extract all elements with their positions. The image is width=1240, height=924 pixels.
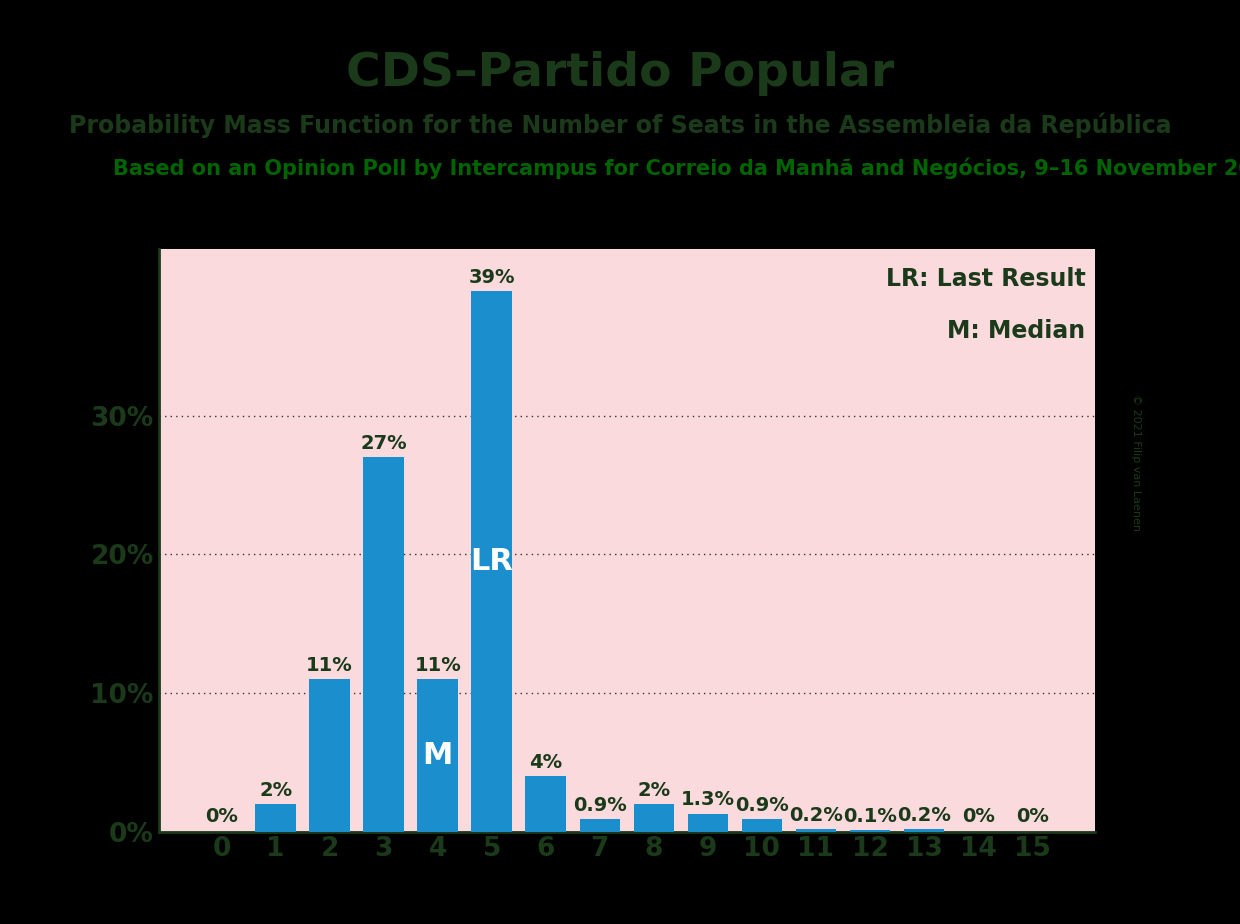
Text: 11%: 11% (414, 656, 461, 675)
Bar (849, 830, 890, 832)
Text: 11%: 11% (306, 656, 353, 675)
Bar (579, 819, 620, 832)
Bar (255, 804, 296, 832)
Text: CDS–Partido Popular: CDS–Partido Popular (346, 51, 894, 96)
Text: 0%: 0% (962, 807, 994, 826)
Text: 0.9%: 0.9% (573, 796, 626, 815)
Text: 2%: 2% (637, 781, 671, 799)
Text: 4%: 4% (529, 753, 562, 772)
Bar (526, 776, 565, 832)
Text: 0%: 0% (1016, 807, 1049, 826)
Bar (634, 804, 675, 832)
Bar (742, 819, 782, 832)
Text: 1.3%: 1.3% (681, 790, 735, 809)
Bar (688, 813, 728, 832)
Text: Based on an Opinion Poll by Intercampus for Correio da Manhã and Negócios, 9–16 : Based on an Opinion Poll by Intercampus … (113, 157, 1240, 178)
Text: 0%: 0% (205, 807, 238, 826)
Text: 0.1%: 0.1% (843, 807, 897, 826)
Bar (363, 457, 404, 832)
Bar (309, 679, 350, 832)
Text: 2%: 2% (259, 781, 293, 799)
Text: 0.2%: 0.2% (789, 806, 843, 824)
Text: LR: Last Result: LR: Last Result (885, 267, 1085, 291)
Bar (904, 829, 945, 832)
Text: 0.2%: 0.2% (897, 806, 951, 824)
Bar (471, 291, 512, 832)
Bar (796, 829, 836, 832)
Bar (418, 679, 458, 832)
Text: 27%: 27% (361, 434, 407, 453)
Text: © 2021 Filip van Laenen: © 2021 Filip van Laenen (1131, 394, 1141, 530)
Text: M: M (423, 741, 453, 770)
Text: Probability Mass Function for the Number of Seats in the Assembleia da República: Probability Mass Function for the Number… (68, 113, 1172, 139)
Text: M: Median: M: Median (947, 320, 1085, 344)
Text: 0.9%: 0.9% (735, 796, 789, 815)
Text: 39%: 39% (469, 268, 515, 286)
Text: LR: LR (470, 547, 513, 576)
